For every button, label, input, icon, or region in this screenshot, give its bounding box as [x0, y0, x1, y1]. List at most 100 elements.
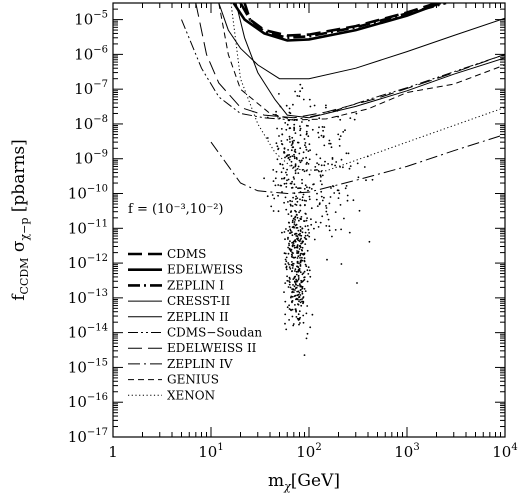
- scatter-point: [292, 196, 294, 199]
- scatter-point: [291, 291, 293, 294]
- scatter-point: [304, 243, 307, 246]
- scatter-point: [320, 195, 323, 198]
- scatter-point: [304, 144, 306, 147]
- scatter-point: [279, 162, 282, 165]
- scatter-point: [285, 182, 288, 185]
- scatter-point: [274, 177, 277, 180]
- scatter-point: [305, 312, 308, 315]
- scatter-point: [299, 191, 302, 193]
- scatter-point: [313, 227, 315, 230]
- scatter-point: [334, 164, 336, 167]
- scatter-point: [303, 354, 306, 356]
- scatter-point: [288, 135, 291, 138]
- curve-edelweiss: [232, 3, 442, 42]
- scatter-point: [298, 296, 301, 298]
- scatter-point: [284, 263, 287, 265]
- scatter-point: [318, 170, 320, 173]
- scatter-point: [283, 201, 285, 204]
- scatter-point: [305, 130, 308, 133]
- scatter-point: [336, 189, 339, 192]
- scatter-point: [305, 337, 308, 340]
- scatter-point: [299, 83, 302, 86]
- scatter-point: [340, 158, 343, 161]
- scatter-point: [363, 166, 366, 168]
- scatter-point: [277, 115, 279, 118]
- scatter-point: [298, 268, 301, 271]
- scatter-point: [300, 218, 303, 220]
- scatter-point: [317, 163, 320, 166]
- scatter-point: [275, 170, 278, 173]
- scatter-point: [288, 276, 291, 279]
- scatter-point: [318, 202, 321, 205]
- scatter-point: [301, 87, 304, 90]
- scatter-point: [281, 231, 283, 234]
- scatter-point: [283, 252, 286, 255]
- scatter-point: [291, 219, 294, 222]
- scatter-point: [283, 231, 286, 233]
- scatter-point: [313, 238, 316, 241]
- scatter-point: [290, 204, 292, 207]
- scatter-point: [297, 298, 299, 301]
- scatter-point: [306, 249, 309, 252]
- scatter-point: [294, 256, 297, 259]
- scatter-point: [294, 90, 296, 93]
- scatter-point: [285, 256, 288, 259]
- scatter-point: [307, 273, 310, 275]
- y-tick-label: 10−10: [68, 184, 108, 203]
- scatter-point: [340, 228, 342, 231]
- scatter-point: [286, 154, 289, 157]
- scatter-point: [285, 186, 288, 188]
- scatter-point: [294, 304, 296, 306]
- scatter-point: [284, 156, 286, 159]
- scatter-point: [352, 199, 355, 202]
- scatter-point: [297, 187, 299, 190]
- scatter-point: [283, 182, 286, 185]
- scatter-point: [339, 118, 342, 121]
- scatter-point: [346, 199, 349, 202]
- scatter-point: [322, 135, 325, 138]
- scatter-point: [287, 262, 290, 264]
- scatter-point: [278, 135, 280, 137]
- scatter-point: [266, 137, 269, 139]
- scatter-point: [328, 202, 331, 205]
- legend-label: EDELWEISS: [167, 263, 243, 277]
- scatter-point: [297, 303, 299, 305]
- annotation-label: f = (10⁻³,10⁻²): [128, 202, 223, 217]
- scatter-point: [293, 155, 296, 158]
- scatter-point: [297, 141, 300, 144]
- scatter-point: [344, 129, 346, 132]
- scatter-point: [295, 195, 297, 198]
- scatter-point: [323, 144, 326, 147]
- scatter-point: [294, 132, 297, 135]
- scatter-point: [298, 291, 301, 294]
- scatter-point: [294, 275, 297, 278]
- scatter-point: [287, 286, 290, 288]
- scatter-point: [330, 187, 332, 189]
- legend-label: CDMS: [167, 247, 206, 261]
- scatter-point: [293, 183, 296, 186]
- scatter-point: [306, 186, 308, 189]
- scatter-point: [288, 304, 290, 307]
- scatter-point: [291, 288, 293, 290]
- scatter-point: [299, 246, 302, 249]
- scatter-point: [289, 211, 292, 214]
- scatter-point: [299, 298, 302, 301]
- scatter-point: [337, 133, 340, 136]
- scatter-point: [307, 135, 310, 138]
- scatter-point: [304, 231, 307, 234]
- scatter-point: [296, 294, 299, 296]
- scatter-point: [343, 217, 345, 220]
- scatter-point: [294, 148, 297, 151]
- y-tick-label: 10−16: [68, 392, 108, 411]
- scatter-point: [287, 221, 290, 224]
- scatter-point: [316, 205, 319, 208]
- scatter-point: [314, 169, 316, 171]
- scatter-point: [297, 266, 300, 269]
- scatter-point: [294, 289, 296, 291]
- scatter-point: [301, 196, 304, 199]
- scatter-point: [338, 192, 341, 195]
- scatter-point: [295, 280, 298, 282]
- scatter-point: [302, 314, 305, 317]
- scatter-point: [305, 265, 308, 268]
- scatter-point: [296, 244, 299, 247]
